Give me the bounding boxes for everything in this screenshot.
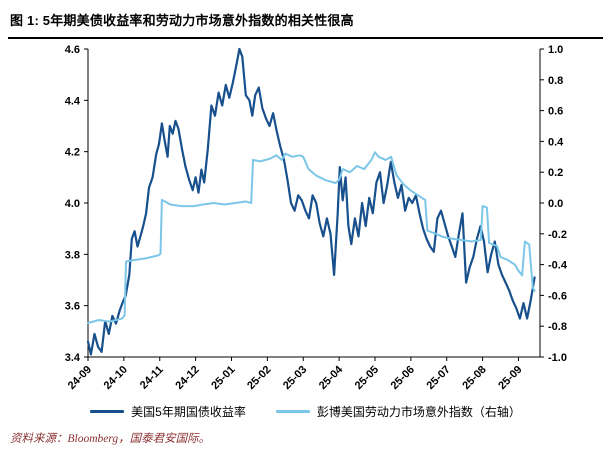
y-left-tick-label: 4.2 — [65, 147, 80, 159]
x-tick-label: 25-07 — [424, 364, 452, 392]
figure-header: 图 1: 5年期美债收益率和劳动力市场意外指数的相关性很高 — [0, 0, 611, 39]
y-right-tick-label: 0.2 — [548, 167, 563, 179]
y-right-tick-label: -0.8 — [548, 321, 567, 333]
x-tick-label: 24-11 — [138, 364, 166, 392]
y-left-tick-label: 4.4 — [65, 95, 81, 107]
figure-title: 图 1: 5年期美债收益率和劳动力市场意外指数的相关性很高 — [10, 13, 354, 28]
chart-legend: 美国5年期国债收益率 彭博美国劳动力市场意外指数（右轴） — [0, 403, 611, 420]
y-right-tick-label: 0.4 — [548, 136, 564, 148]
y-left-tick-label: 3.4 — [65, 352, 81, 364]
x-tick-label: 25-09 — [496, 364, 524, 392]
title-underline: 图 1: 5年期美债收益率和劳动力市场意外指数的相关性很高 — [8, 8, 603, 39]
y-left-tick-label: 3.6 — [65, 301, 80, 313]
y-left-tick-label: 4.0 — [65, 198, 80, 210]
source-bloomberg: Bloomberg — [67, 433, 119, 445]
y-right-tick-label: -1.0 — [548, 352, 567, 364]
x-tick-label: 24-10 — [102, 364, 130, 392]
y-right-tick-label: -0.6 — [548, 290, 567, 302]
x-tick-label: 25-06 — [389, 364, 417, 392]
y-right-tick-label: 0.8 — [548, 75, 563, 87]
source-suffix: ，国泰君安国际。 — [118, 433, 211, 445]
legend-item-surprise-index: 彭博美国劳动力市场意外指数（右轴） — [275, 403, 521, 420]
y-right-tick-label: 1.0 — [548, 44, 563, 56]
legend-label-surprise-index: 彭博美国劳动力市场意外指数（右轴） — [316, 405, 521, 419]
line-chart-svg: 3.4 3.6 3.8 4.0 4.2 4.4 4.6 -1.0 -0.8 -0.6 -0.4 -0.… — [65, 44, 568, 392]
chart-area: 3.4 3.6 3.8 4.0 4.2 4.4 4.6 -1.0 -0.8 -0.6 -0.4 -0.… — [0, 39, 611, 403]
x-tick-label: 24-12 — [173, 364, 201, 392]
source-note: 资料来源：Bloomberg，国泰君安国际。 — [0, 420, 611, 446]
x-tick-label: 25-03 — [281, 364, 309, 392]
x-tick-label: 25-02 — [245, 364, 273, 392]
series-line-1 — [87, 151, 536, 325]
y-right-tick-label: 0.6 — [548, 106, 563, 118]
y-right-tick-label: 0.0 — [548, 198, 563, 210]
axes: 3.4 3.6 3.8 4.0 4.2 4.4 4.6 -1.0 -0.8 -0.6 -0.4 -0.… — [65, 44, 568, 392]
x-tick-label: 25-04 — [317, 363, 346, 392]
legend-item-yield: 美国5年期国债收益率 — [90, 403, 246, 420]
legend-label-yield: 美国5年期国债收益率 — [131, 405, 246, 419]
series-line-0 — [86, 47, 536, 356]
yield-line-swatch — [90, 410, 125, 413]
y-right-tick-label: -0.4 — [548, 260, 568, 272]
x-tick-label: 25-08 — [460, 364, 488, 392]
x-tick-label: 24-09 — [66, 364, 94, 392]
x-tick-label: 25-01 — [209, 364, 237, 392]
y-right-tick-label: -0.2 — [548, 229, 567, 241]
y-left-tick-label: 3.8 — [65, 249, 80, 261]
x-tick-label: 25-05 — [353, 364, 381, 392]
surprise-index-line-swatch — [275, 410, 310, 413]
source-prefix: 资料来源： — [10, 433, 68, 445]
y-left-tick-label: 4.6 — [65, 44, 80, 56]
